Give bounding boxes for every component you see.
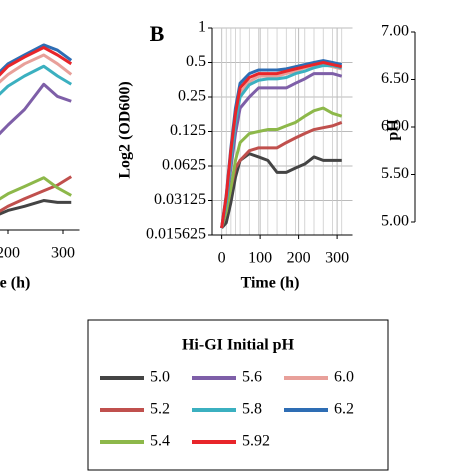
series-line xyxy=(0,64,73,96)
y-tick-label: 6.00 xyxy=(381,118,409,135)
series-line xyxy=(0,46,73,77)
series-line xyxy=(220,61,343,229)
y-tick-label: 0.0625 xyxy=(162,157,206,174)
legend-label: 5.92 xyxy=(242,433,270,450)
panel-label: B xyxy=(150,21,165,46)
legend-label: 5.4 xyxy=(150,433,170,450)
series-line xyxy=(0,53,73,84)
y-tick-label: 0.25 xyxy=(178,88,206,105)
y-tick-label: 5.00 xyxy=(381,213,409,230)
x-axis-label: Time (h) xyxy=(241,275,300,292)
y-axis-label: Log2 (OD600) xyxy=(117,81,134,178)
y-tick-label: 0.015625 xyxy=(146,226,206,243)
legend-box xyxy=(87,319,389,471)
legend-label: 5.0 xyxy=(150,369,170,386)
legend-label: 5.8 xyxy=(242,401,262,418)
y-tick-label: 5.50 xyxy=(381,165,409,182)
x-tick-label: 0 xyxy=(218,250,226,267)
series-line xyxy=(220,106,343,229)
legend-label: 5.2 xyxy=(150,401,170,418)
y-tick-label: 1 xyxy=(198,19,206,36)
x-tick-label: 100 xyxy=(248,250,272,267)
series-line xyxy=(0,82,72,136)
x-tick-label: 300 xyxy=(51,245,75,262)
y-tick-label: 7.00 xyxy=(381,23,409,40)
x-tick-label: 300 xyxy=(325,250,349,267)
panel xyxy=(0,43,73,216)
y-tick-label: 0.125 xyxy=(170,122,206,139)
legend-label: 5.6 xyxy=(242,369,262,386)
x-axis-label: e (h) xyxy=(0,275,30,292)
panel xyxy=(212,27,353,236)
legend-label: 6.2 xyxy=(334,401,354,418)
x-tick-label: 200 xyxy=(0,245,20,262)
series-line xyxy=(0,175,73,213)
series-line xyxy=(0,43,73,74)
y-tick-label: 6.50 xyxy=(381,70,409,87)
series-line xyxy=(0,199,72,216)
y-axis-label: pH xyxy=(385,119,402,141)
series-line xyxy=(220,152,342,229)
y-tick-label: 0.03125 xyxy=(154,191,206,208)
legend-label: 6.0 xyxy=(334,369,354,386)
legend-title: Hi-GI Initial pH xyxy=(182,337,295,354)
series-line xyxy=(0,176,72,201)
y-tick-label: 0.5 xyxy=(186,53,206,70)
x-tick-label: 200 xyxy=(287,250,311,267)
